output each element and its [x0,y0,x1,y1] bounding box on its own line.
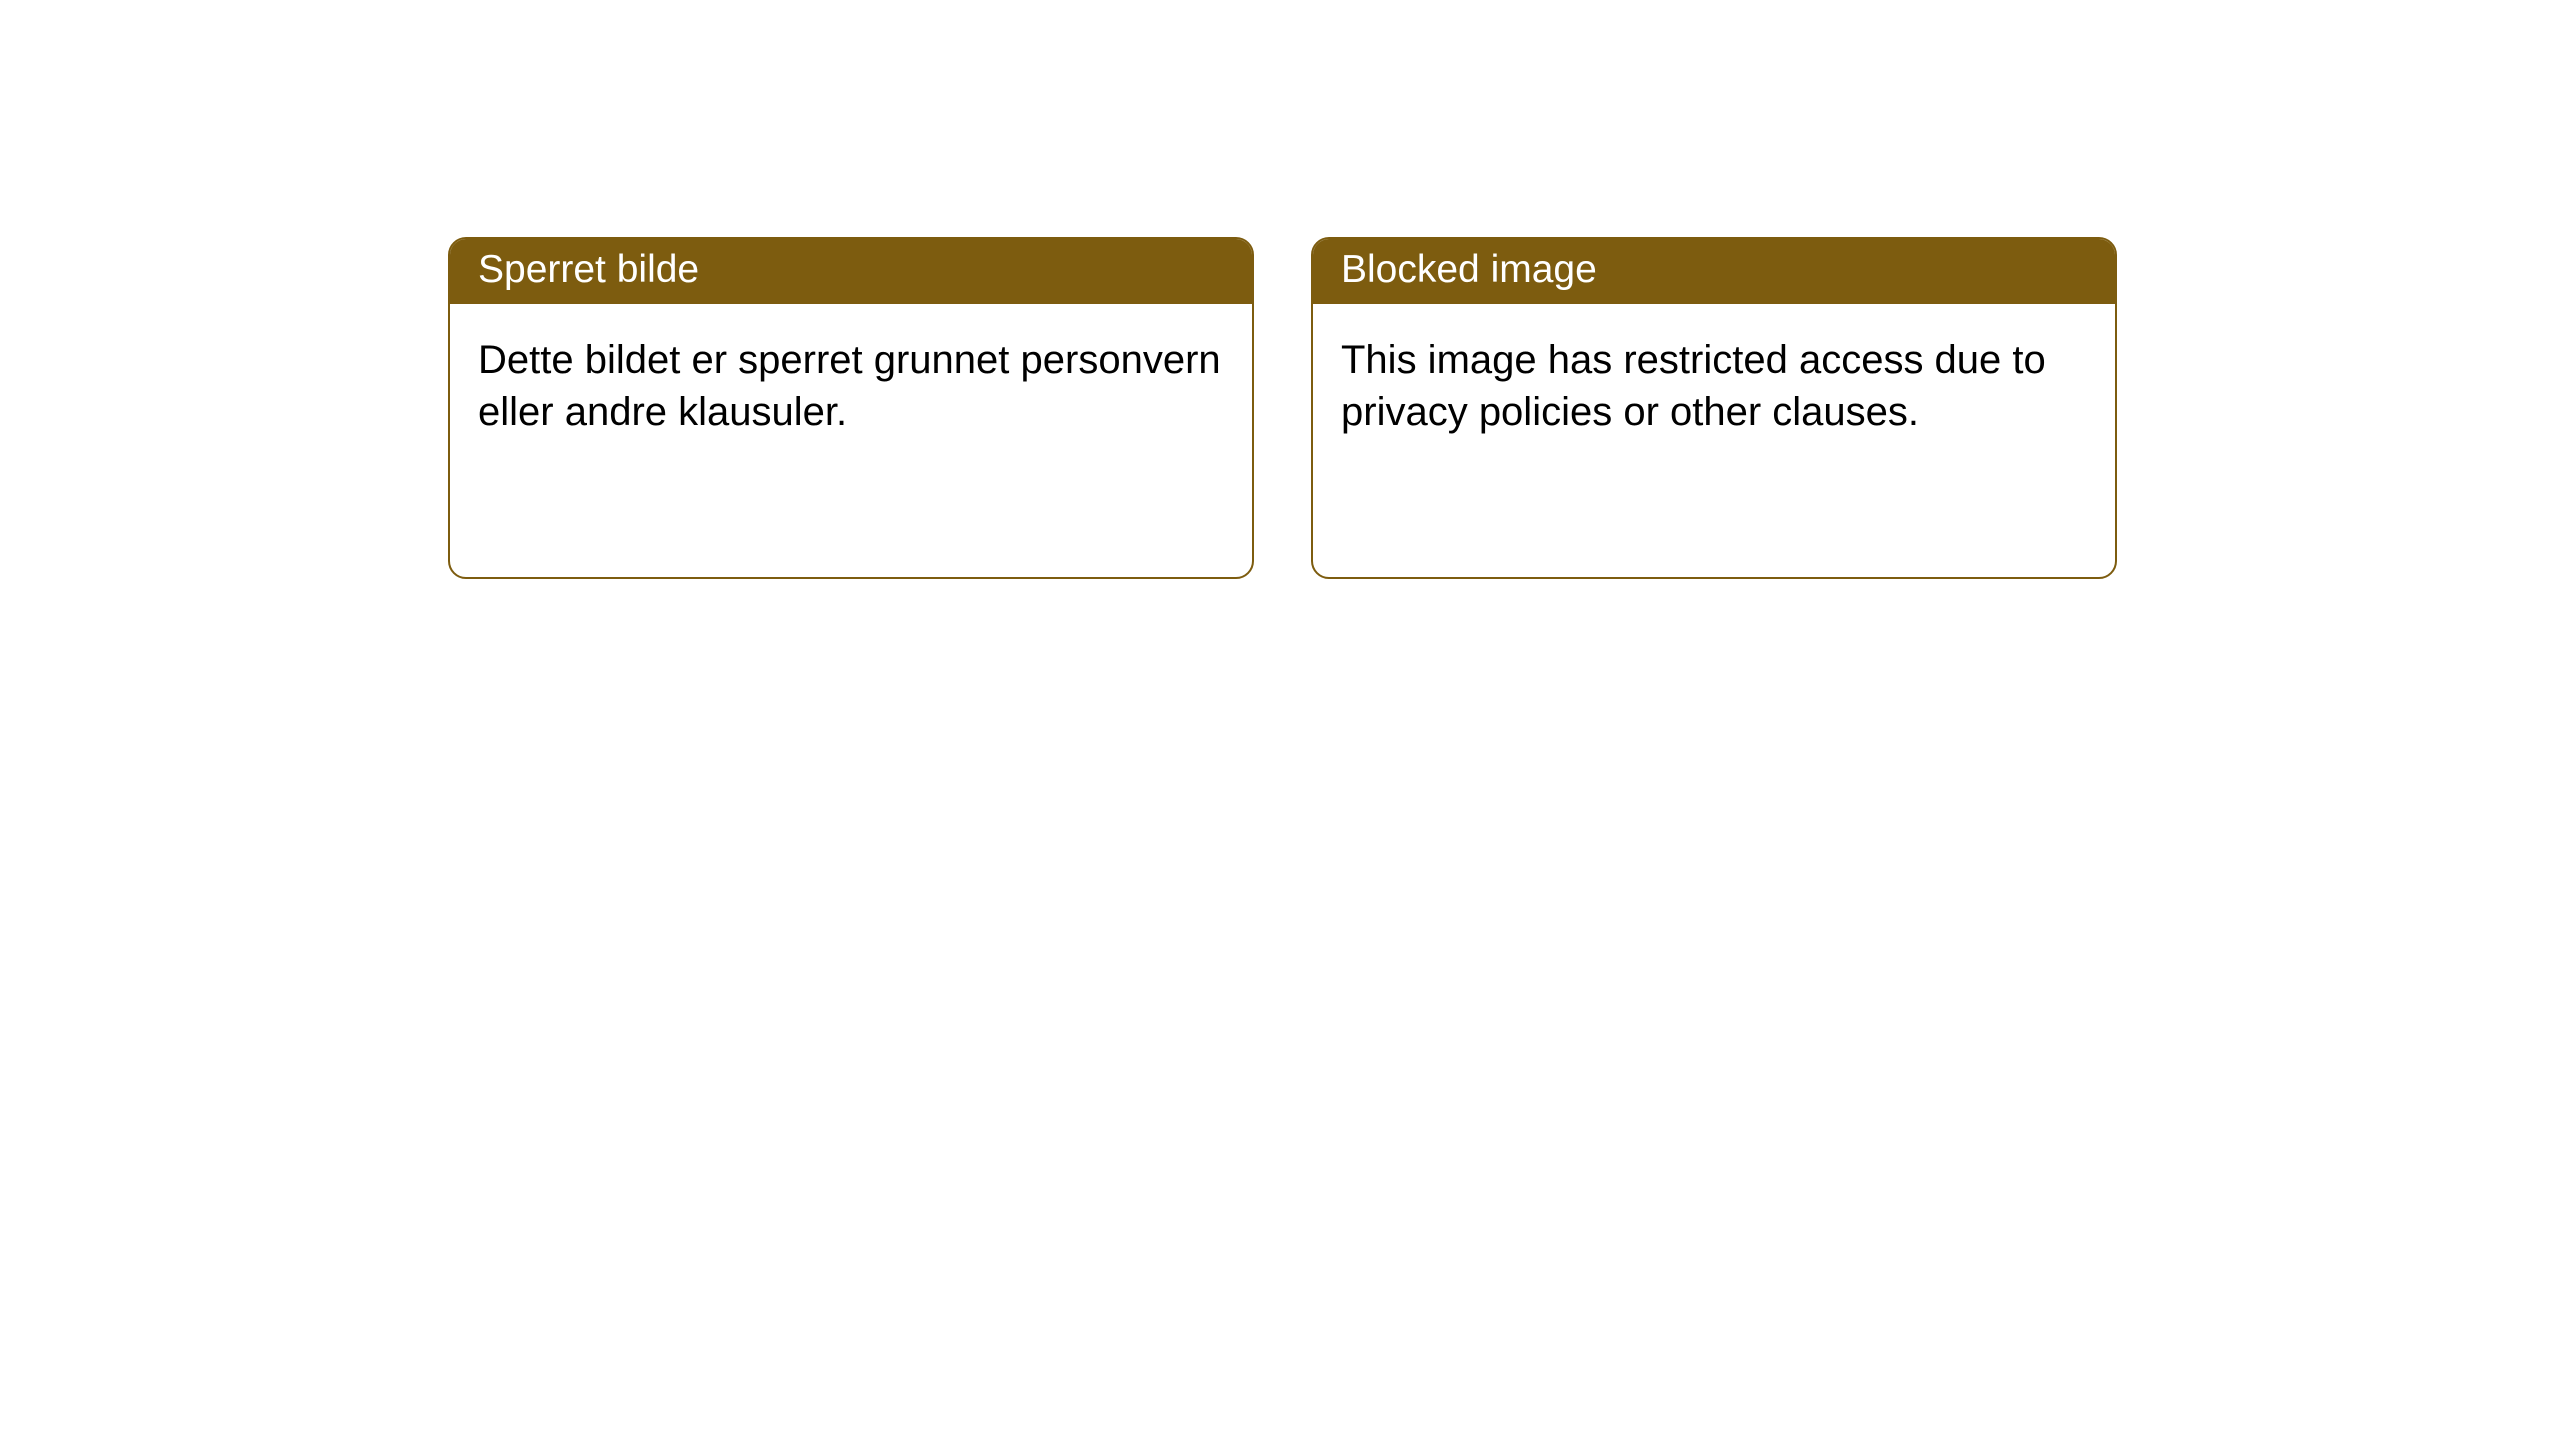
notice-card-english: Blocked image This image has restricted … [1311,237,2117,579]
notice-cards-container: Sperret bilde Dette bildet er sperret gr… [448,237,2117,579]
notice-body-english: This image has restricted access due to … [1313,304,2115,468]
notice-body-norwegian: Dette bildet er sperret grunnet personve… [450,304,1252,468]
notice-header-english: Blocked image [1313,239,2115,304]
notice-card-norwegian: Sperret bilde Dette bildet er sperret gr… [448,237,1254,579]
notice-header-norwegian: Sperret bilde [450,239,1252,304]
